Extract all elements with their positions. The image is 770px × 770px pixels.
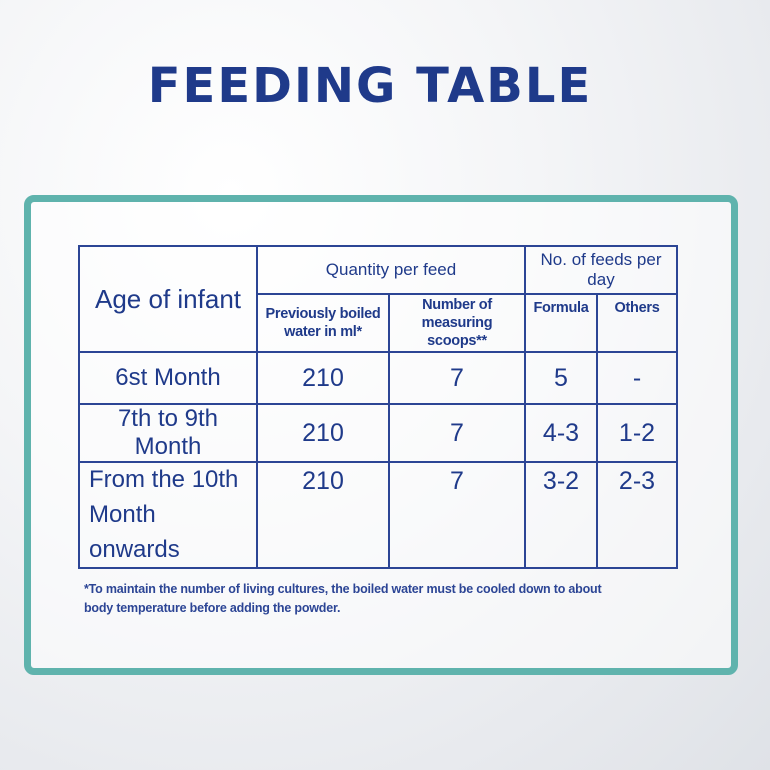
others-header: Others	[596, 293, 678, 353]
scoops-cell: 7	[388, 351, 526, 405]
others-cell: 1-2	[596, 403, 678, 463]
footnote-line-1: *To maintain the number of living cultur…	[84, 582, 602, 596]
feeds-per-day-header: No. of feeds per day	[524, 245, 678, 295]
age-cell-line-1: From the 10th	[89, 466, 239, 493]
water-cell: 210	[256, 403, 390, 463]
others-cell: -	[596, 351, 678, 405]
scoops-cell: 7	[388, 403, 526, 463]
feeding-table: Age of infant Quantity per feed No. of f…	[78, 245, 678, 570]
age-cell: 6st Month	[78, 351, 258, 405]
age-cell-line-2: Month onwards	[89, 500, 180, 563]
table-header-row: Age of infant Quantity per feed No. of f…	[78, 245, 678, 353]
quantity-per-feed-header: Quantity per feed	[256, 245, 526, 295]
table-row: 7th to 9th Month 210 7 4-3 1-2	[78, 403, 678, 463]
others-cell: 2-3	[596, 460, 678, 570]
formula-cell: 5	[524, 351, 598, 405]
water-ml-header: Previously boiled water in ml*	[256, 293, 390, 353]
age-cell: 7th to 9th Month	[78, 403, 258, 463]
water-cell: 210	[256, 351, 390, 405]
age-of-infant-header: Age of infant	[78, 245, 258, 353]
footnote-line-2: body temperature before adding the powde…	[84, 601, 341, 616]
measuring-scoops-header: Number of measuring scoops**	[388, 293, 526, 353]
formula-cell: 4-3	[524, 403, 598, 463]
table-row: From the 10th Month onwards 210 7 3-2 2-…	[78, 460, 678, 570]
water-cell: 210	[256, 460, 390, 570]
scoops-cell: 7	[388, 460, 526, 570]
footnote: *To maintain the number of living cultur…	[84, 580, 644, 619]
page-title: FEEDING TABLE	[147, 58, 593, 114]
table-row: 6st Month 210 7 5 -	[78, 351, 678, 405]
formula-cell: 3-2	[524, 460, 598, 570]
table-subheader-row: Previously boiled water in ml* Number of…	[79, 293, 678, 353]
formula-header: Formula	[524, 293, 598, 353]
age-cell: From the 10th Month onwards	[78, 460, 258, 570]
